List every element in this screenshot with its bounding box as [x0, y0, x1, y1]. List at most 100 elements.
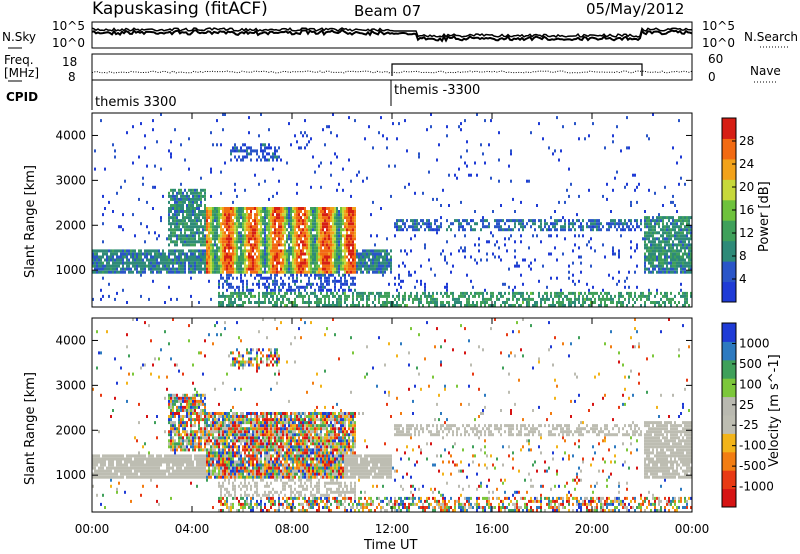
power-cell	[436, 228, 438, 232]
power-cell	[688, 258, 690, 262]
power-cell	[336, 255, 338, 259]
power-cell	[314, 267, 316, 271]
power-cell	[338, 267, 340, 271]
power-cell	[182, 258, 184, 262]
power-cell	[334, 285, 336, 289]
power-cell	[598, 304, 600, 307]
power-cell	[664, 301, 666, 304]
velocity-cell	[148, 466, 150, 470]
power-cell	[612, 188, 614, 192]
power-cell	[368, 270, 370, 274]
power-cell	[356, 249, 358, 253]
power-cell	[204, 216, 206, 220]
power-cell	[206, 237, 208, 241]
power-cell	[492, 252, 494, 256]
power-cell	[194, 194, 196, 198]
power-cell	[594, 225, 596, 229]
power-cell	[686, 255, 688, 259]
power-cell	[258, 222, 260, 226]
power-cell	[344, 210, 346, 213]
velocity-cell	[168, 457, 170, 461]
power-cell	[188, 225, 190, 229]
velocity-cell	[154, 457, 156, 461]
power-cell	[468, 301, 470, 304]
power-cell	[300, 146, 302, 150]
power-cell	[340, 222, 342, 226]
power-cell	[636, 285, 638, 289]
power-cell	[680, 246, 682, 250]
power-cell	[288, 213, 290, 217]
power-cell	[370, 291, 372, 295]
power-cell	[306, 243, 308, 247]
power-cell	[312, 222, 314, 226]
power-cell	[160, 267, 162, 271]
power-cell	[272, 279, 274, 283]
power-cell	[456, 176, 458, 180]
power-cell	[274, 249, 276, 253]
velocity-cell	[158, 454, 160, 458]
power-cell	[362, 255, 364, 259]
power-cell	[94, 270, 96, 274]
power-cell	[590, 246, 592, 250]
power-cell	[498, 158, 500, 162]
power-cell	[126, 301, 128, 304]
power-cell	[340, 252, 342, 256]
power-cell	[660, 219, 662, 223]
power-cell	[336, 237, 338, 241]
power-cell	[248, 288, 250, 292]
power-cell	[108, 264, 110, 268]
velocity-cell	[156, 472, 158, 476]
velocity-cell	[112, 457, 114, 461]
power-cell	[174, 222, 176, 226]
velocity-cell	[164, 457, 166, 461]
power-cell	[318, 273, 320, 277]
power-cell	[394, 164, 396, 168]
power-cell	[252, 225, 254, 229]
power-cell	[268, 152, 270, 156]
power-cell	[350, 288, 352, 292]
power-cell	[284, 270, 286, 274]
power-cell	[278, 222, 280, 226]
power-cell	[314, 246, 316, 250]
power-cell	[268, 243, 270, 247]
power-cell	[162, 255, 164, 259]
velocity-cell	[148, 454, 150, 458]
power-cell	[688, 237, 690, 241]
power-cell	[666, 231, 668, 235]
power-cell	[266, 146, 268, 150]
power-cell	[260, 261, 262, 265]
power-cell	[226, 267, 228, 271]
power-cell	[684, 252, 686, 256]
power-cell	[410, 225, 412, 229]
power-cell	[506, 219, 508, 223]
velocity-cell	[126, 475, 128, 479]
power-cell	[290, 234, 292, 238]
power-cell	[284, 231, 286, 235]
power-cell	[244, 237, 246, 241]
power-cell	[352, 240, 354, 244]
power-cell	[264, 291, 266, 295]
power-cell	[486, 240, 488, 244]
power-cell	[192, 261, 194, 265]
power-cell	[192, 200, 194, 204]
power-cell	[202, 258, 204, 262]
power-colorbar-tick-label: 24	[739, 157, 754, 171]
power-cell	[248, 131, 250, 135]
power-cell	[456, 301, 458, 304]
power-cell	[234, 146, 236, 150]
power-cell	[300, 207, 302, 210]
power-cell	[352, 243, 354, 247]
power-cell	[188, 261, 190, 265]
power-cell	[226, 264, 228, 268]
power-cell	[294, 301, 296, 304]
power-cell	[616, 301, 618, 304]
power-cell	[156, 261, 158, 265]
power-cell	[254, 216, 256, 220]
power-cell	[336, 225, 338, 229]
power-cell	[302, 240, 304, 244]
power-cell	[358, 170, 360, 174]
power-cell	[684, 294, 686, 298]
power-cell	[220, 270, 222, 274]
power-cell	[242, 270, 244, 274]
power-cell	[260, 146, 262, 150]
